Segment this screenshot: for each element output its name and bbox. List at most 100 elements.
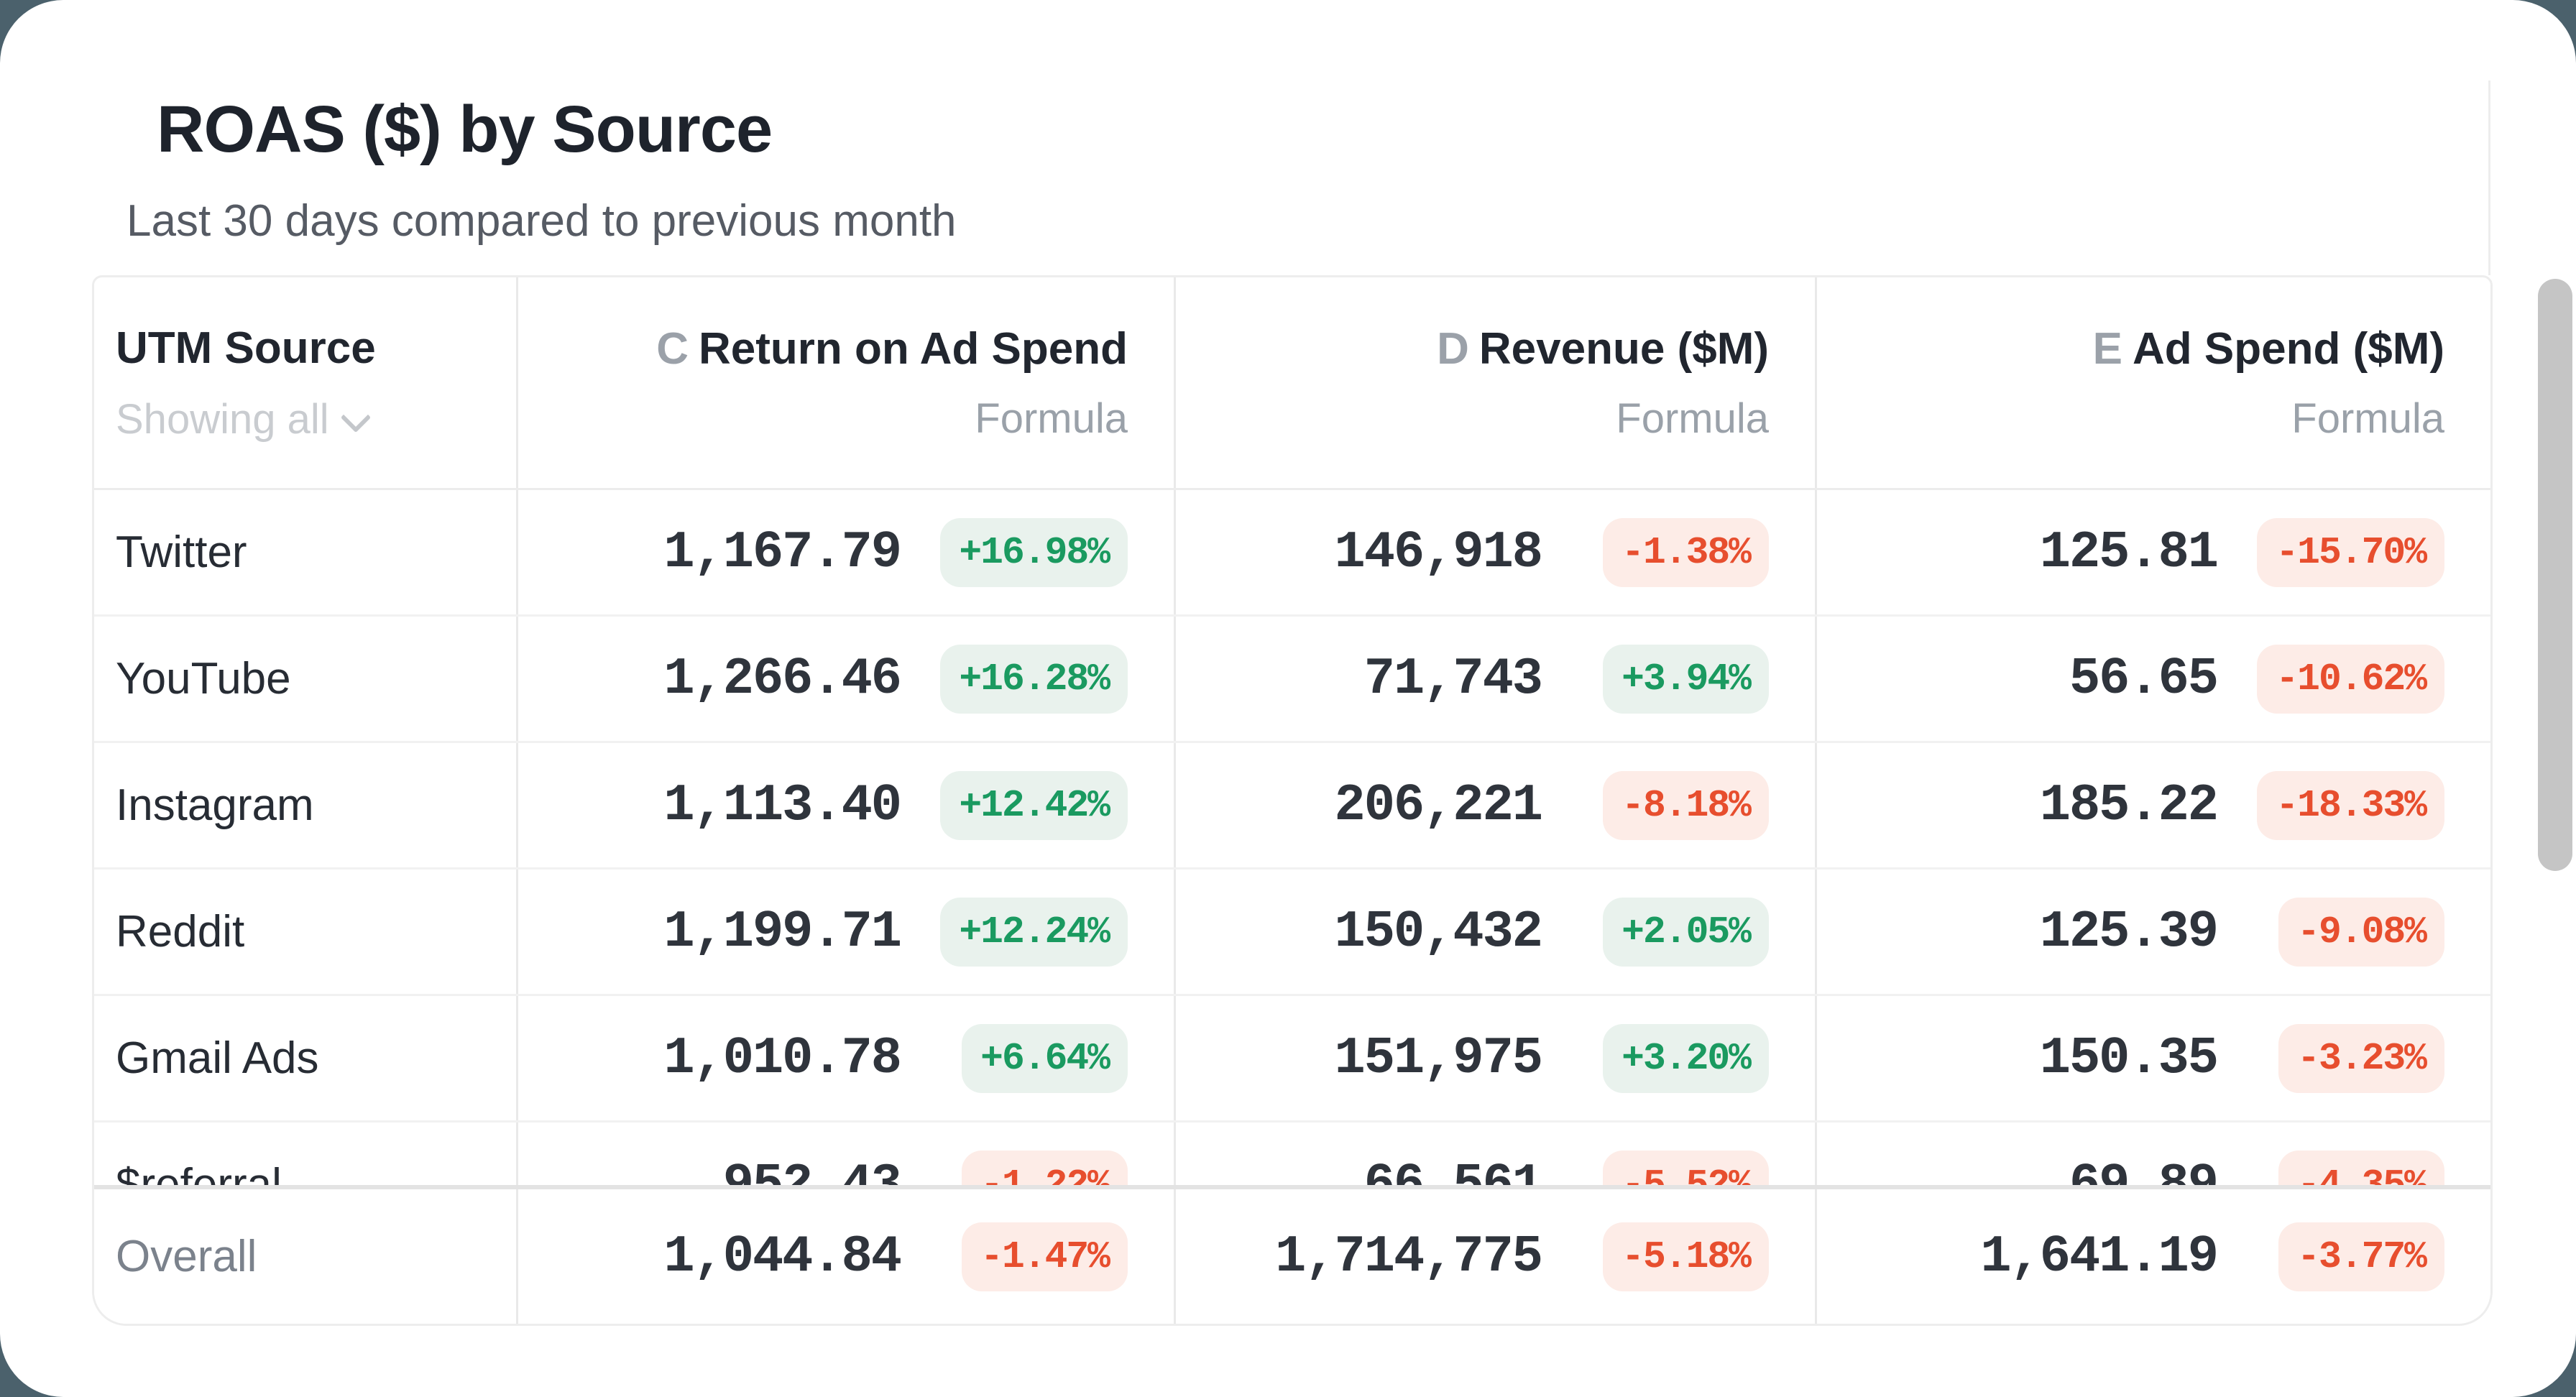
revenue-cell: 71,743 +3.94% xyxy=(1176,617,1817,741)
change-badge: -9.08% xyxy=(2278,897,2444,967)
cell-value: 1,113.40 xyxy=(663,775,902,835)
ad-spend-cell: 185.22 -18.33% xyxy=(1817,743,2490,867)
ad-spend-cell: 125.39 -9.08% xyxy=(1817,870,2490,994)
cell-value: 146,918 xyxy=(1334,522,1543,582)
cell-value: 1,199.71 xyxy=(663,902,902,962)
column-header-label: Return on Ad Spend xyxy=(699,323,1128,374)
change-badge: -1.47% xyxy=(962,1222,1128,1291)
summary-ad-spend-cell: 1,641.19 -3.77% xyxy=(1817,1189,2490,1324)
cell-value: 185.22 xyxy=(2039,775,2219,835)
revenue-cell: 151,975 +3.20% xyxy=(1176,996,1817,1120)
revenue-cell: 66,561 -5.52% xyxy=(1176,1122,1817,1185)
change-badge: -18.33% xyxy=(2257,770,2444,840)
ad-spend-cell: 69.89 -4.35% xyxy=(1817,1122,2490,1185)
row-source-label: $referral xyxy=(94,1122,518,1185)
table-row: YouTube 1,266.46 +16.28% 71,743 +3.94% 5… xyxy=(94,617,2490,743)
cell-value: 69.89 xyxy=(2069,1155,2219,1186)
cell-value: 1,167.79 xyxy=(663,522,902,582)
cell-value: 1,641.19 xyxy=(1980,1227,2219,1286)
roas-cell: 1,113.40 +12.42% xyxy=(518,743,1176,867)
cell-value: 125.39 xyxy=(2039,902,2219,962)
table-body-viewport[interactable]: Twitter 1,167.79 +16.98% 146,918 -1.38% … xyxy=(94,490,2490,1185)
change-badge: -1.22% xyxy=(962,1150,1128,1185)
change-badge: -5.18% xyxy=(1603,1222,1769,1291)
column-letter: D xyxy=(1437,323,1469,374)
column-formula-label: Formula xyxy=(975,395,1128,442)
row-source-label: Gmail Ads xyxy=(94,996,518,1120)
ad-spend-cell: 125.81 -15.70% xyxy=(1817,490,2490,614)
scrollbar-track xyxy=(2488,80,2490,275)
cell-value: 125.81 xyxy=(2039,522,2219,582)
change-badge: +6.64% xyxy=(962,1023,1128,1093)
table-row: $referral 952.43 -1.22% 66,561 -5.52% 69… xyxy=(94,1122,2490,1185)
summary-row: Overall 1,044.84 -1.47% 1,714,775 -5.18%… xyxy=(94,1185,2490,1324)
table-row: Instagram 1,113.40 +12.42% 206,221 -8.18… xyxy=(94,743,2490,870)
showing-all-label: Showing all xyxy=(116,395,329,443)
change-badge: +3.94% xyxy=(1603,644,1769,714)
change-badge: -1.38% xyxy=(1603,517,1769,587)
cell-value: 71,743 xyxy=(1363,649,1543,709)
column-formula-label: Formula xyxy=(1616,395,1769,442)
change-badge: +3.20% xyxy=(1603,1023,1769,1093)
roas-table: UTM Source Showing all C Return on Ad Spe… xyxy=(92,275,2493,1326)
column-header-label: Revenue ($M) xyxy=(1478,323,1769,374)
change-badge: +16.28% xyxy=(940,644,1128,714)
column-header-label: Ad Spend ($M) xyxy=(2133,323,2444,374)
summary-revenue-cell: 1,714,775 -5.18% xyxy=(1176,1189,1817,1324)
change-badge: -8.18% xyxy=(1603,770,1769,840)
row-source-label: Reddit xyxy=(94,870,518,994)
change-badge: +12.24% xyxy=(940,897,1128,967)
cell-value: 150,432 xyxy=(1334,902,1543,962)
change-badge: +16.98% xyxy=(940,517,1128,587)
scrollbar-thumb[interactable] xyxy=(2538,279,2572,871)
column-formula-label: Formula xyxy=(2291,395,2444,442)
row-source-label: Instagram xyxy=(94,743,518,867)
column-letter: E xyxy=(2092,323,2123,374)
revenue-cell: 146,918 -1.38% xyxy=(1176,490,1817,614)
change-badge: +12.42% xyxy=(940,770,1128,840)
showing-all-dropdown[interactable]: Showing all xyxy=(116,395,369,443)
card-title: ROAS ($) by Source xyxy=(157,93,773,166)
change-badge: -10.62% xyxy=(2257,644,2444,714)
roas-cell: 1,199.71 +12.24% xyxy=(518,870,1176,994)
row-source-label: Twitter xyxy=(94,490,518,614)
revenue-cell: 150,432 +2.05% xyxy=(1176,870,1817,994)
column-header-revenue[interactable]: D Revenue ($M) Formula xyxy=(1176,277,1817,488)
table-row: Twitter 1,167.79 +16.98% 146,918 -1.38% … xyxy=(94,490,2490,617)
cell-value: 1,010.78 xyxy=(663,1028,902,1088)
cell-value: 66,561 xyxy=(1363,1155,1543,1186)
summary-label: Overall xyxy=(94,1189,518,1324)
summary-roas-cell: 1,044.84 -1.47% xyxy=(518,1189,1176,1324)
change-badge: -5.52% xyxy=(1603,1150,1769,1185)
row-source-label: YouTube xyxy=(94,617,518,741)
cell-value: 56.65 xyxy=(2069,649,2219,709)
column-letter: C xyxy=(656,323,689,374)
utm-source-header-label: UTM Source xyxy=(116,323,376,373)
roas-cell: 1,266.46 +16.28% xyxy=(518,617,1176,741)
change-badge: -4.35% xyxy=(2278,1150,2444,1185)
cell-value: 1,266.46 xyxy=(663,649,902,709)
cell-value: 1,714,775 xyxy=(1275,1227,1543,1286)
roas-cell: 1,010.78 +6.64% xyxy=(518,996,1176,1120)
change-badge: +2.05% xyxy=(1603,897,1769,967)
change-badge: -15.70% xyxy=(2257,517,2444,587)
cell-value: 206,221 xyxy=(1334,775,1543,835)
table-row: Reddit 1,199.71 +12.24% 150,432 +2.05% 1… xyxy=(94,870,2490,996)
table-row: Gmail Ads 1,010.78 +6.64% 151,975 +3.20%… xyxy=(94,996,2490,1122)
cell-value: 151,975 xyxy=(1334,1028,1543,1088)
table-header-row: UTM Source Showing all C Return on Ad Spe… xyxy=(94,277,2490,490)
revenue-cell: 206,221 -8.18% xyxy=(1176,743,1817,867)
cell-value: 1,044.84 xyxy=(663,1227,902,1286)
chevron-down-icon xyxy=(345,401,369,425)
ad-spend-cell: 150.35 -3.23% xyxy=(1817,996,2490,1120)
cell-value: 952.43 xyxy=(722,1155,902,1186)
cell-value: 150.35 xyxy=(2039,1028,2219,1088)
utm-source-header-cell: UTM Source Showing all xyxy=(94,277,518,488)
column-header-return-on-ad-spend[interactable]: C Return on Ad Spend Formula xyxy=(518,277,1176,488)
roas-cell: 1,167.79 +16.98% xyxy=(518,490,1176,614)
ad-spend-cell: 56.65 -10.62% xyxy=(1817,617,2490,741)
change-badge: -3.77% xyxy=(2278,1222,2444,1291)
roas-cell: 952.43 -1.22% xyxy=(518,1122,1176,1185)
column-header-ad-spend[interactable]: E Ad Spend ($M) Formula xyxy=(1817,277,2490,488)
